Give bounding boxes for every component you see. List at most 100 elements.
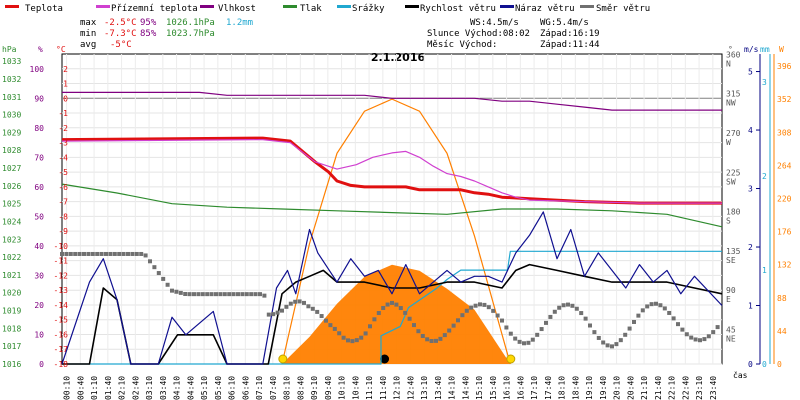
- wind-direction-point: [574, 306, 579, 311]
- solar-area: [282, 264, 511, 364]
- wind-direction-point: [359, 335, 364, 340]
- hpa-tick-label: 1017: [2, 342, 21, 351]
- wind-direction-point: [192, 292, 196, 297]
- x-tick-label: 19:40: [599, 376, 608, 400]
- x-tick-label: 10:10: [338, 376, 347, 400]
- wind-direction-point: [240, 292, 245, 297]
- wind-direction-point: [152, 265, 157, 270]
- stats-max-temp: -2.5°C: [104, 18, 137, 28]
- wind-direction-point: [108, 251, 113, 256]
- wind-direction-point: [627, 326, 632, 331]
- degc-tick-label: -6: [58, 183, 68, 192]
- wind-direction-point: [438, 336, 443, 341]
- hpa-tick-label: 1023: [2, 235, 21, 244]
- wind-direction-point: [214, 292, 218, 297]
- x-tick-label: 05:10: [200, 376, 209, 400]
- solar-theoretical-curve: [281, 98, 511, 365]
- dir-tick-label: SE: [726, 256, 736, 265]
- dir-tick-label: 225: [726, 168, 741, 177]
- wind-direction-point: [324, 318, 328, 323]
- hpa-tick-label: 1022: [2, 253, 21, 262]
- x-tick-label: 09:40: [324, 376, 333, 400]
- wind-direction-point: [706, 334, 711, 339]
- x-tick-label: 12:40: [406, 376, 415, 400]
- wind-direction-point: [293, 299, 298, 304]
- ms-tick-label: 3: [748, 185, 753, 194]
- legend-label: Rychlost větru: [420, 4, 496, 14]
- wind-direction-point: [557, 305, 562, 310]
- x-tick-label: 04:10: [173, 376, 182, 400]
- legend-item-rychlost-vetru: Rychlost větru: [405, 4, 496, 14]
- wind-direction-point: [258, 292, 262, 297]
- wind-direction-point: [680, 327, 685, 332]
- x-tick-label: 03:40: [159, 376, 168, 400]
- series-line-prizemni-teplota: [61, 139, 722, 204]
- wind-direction-point: [491, 308, 496, 313]
- pct-tick-label: 10: [34, 330, 44, 339]
- stats-slunce: Slunce Východ:08:02: [427, 29, 530, 39]
- wind-direction-point: [112, 251, 117, 256]
- ms-tick-label: 1: [748, 302, 753, 311]
- wind-direction-point: [156, 271, 161, 276]
- wind-direction-point: [372, 317, 377, 322]
- wind-direction-point: [60, 251, 64, 256]
- stats-ws: WS:4.5m/s: [470, 18, 519, 28]
- wind-direction-point: [99, 251, 104, 256]
- wind-direction-point: [583, 316, 588, 321]
- wind-direction-point: [530, 337, 535, 342]
- wind-direction-point: [478, 302, 482, 307]
- sunset-marker: [506, 354, 516, 364]
- wind-direction-point: [148, 259, 152, 264]
- wind-direction-point: [249, 292, 254, 297]
- plot-area: [60, 91, 723, 365]
- ms-tick-label: 2: [748, 243, 753, 252]
- wind-direction-point: [412, 323, 416, 328]
- wind-direction-point: [117, 251, 122, 256]
- stats-min-hum: 85%: [140, 29, 157, 39]
- wind-direction-point: [130, 251, 135, 256]
- wind-direction-point: [610, 344, 614, 349]
- wind-direction-point: [302, 300, 306, 305]
- hpa-tick-label: 1028: [2, 146, 21, 155]
- x-tick-label: 17:10: [530, 376, 539, 400]
- wind-direction-point: [253, 292, 258, 297]
- degc-tick-label: -3: [58, 139, 68, 148]
- x-tick-label: 17:40: [544, 376, 553, 400]
- wind-direction-point: [328, 323, 333, 328]
- wind-direction-point: [77, 251, 82, 256]
- wind-direction-point: [183, 292, 188, 297]
- wind-direction-point: [218, 292, 223, 297]
- wind-direction-point: [174, 289, 179, 294]
- wind-direction-point: [73, 251, 78, 256]
- wind-direction-point: [702, 337, 707, 342]
- wm-tick-label: 44: [777, 327, 787, 336]
- pct-tick-label: 30: [34, 271, 44, 280]
- degc-tick-label: -5: [58, 168, 68, 177]
- moonset-marker: [380, 354, 390, 364]
- wind-direction-point: [416, 329, 421, 334]
- wm-tick-label: 352: [777, 95, 792, 104]
- wind-direction-point: [231, 292, 236, 297]
- hpa-tick-label: 1029: [2, 128, 21, 137]
- wind-direction-point: [196, 292, 201, 297]
- wind-direction-point: [376, 311, 381, 316]
- stats-avg-label: avg: [80, 40, 96, 50]
- wind-direction-point: [275, 310, 280, 315]
- wind-direction-point: [715, 325, 720, 330]
- x-tick-label: 23:10: [695, 376, 704, 400]
- x-tick-label: 22:10: [668, 376, 677, 400]
- wind-direction-point: [605, 343, 610, 348]
- wind-direction-point: [601, 340, 606, 345]
- wind-direction-point: [187, 292, 192, 297]
- wind-direction-point: [222, 292, 227, 297]
- wind-direction-point: [486, 305, 491, 310]
- x-tick-label: 09:10: [310, 376, 319, 400]
- wind-direction-point: [570, 303, 575, 308]
- x-tick-label: 02:10: [118, 376, 127, 400]
- wind-direction-point: [134, 251, 139, 256]
- tick-labels: 1016101710181019102010211022102310241025…: [2, 45, 792, 400]
- x-tick-label: 19:10: [585, 376, 594, 400]
- legend-item-teplota: Teplota: [5, 4, 63, 14]
- wind-direction-point: [398, 306, 403, 311]
